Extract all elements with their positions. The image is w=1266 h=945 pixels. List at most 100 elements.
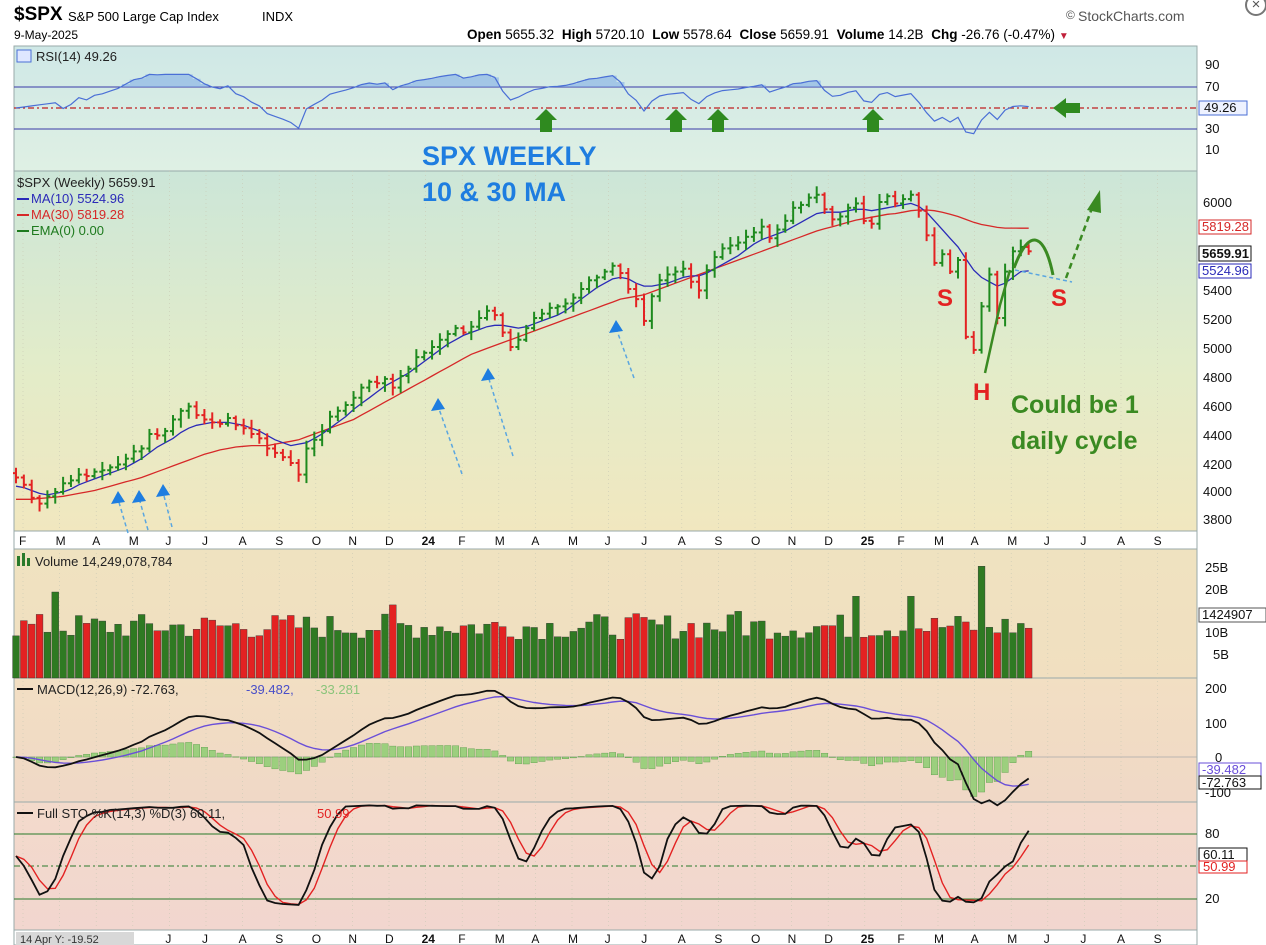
macd-hist-bar [915, 756, 923, 763]
rsi-line [15, 73, 1029, 135]
price-bar [860, 195, 867, 225]
volume-bar [59, 630, 67, 679]
volume-bar [640, 617, 648, 679]
volume-bar [255, 635, 263, 679]
macd-tag: -72.763 [1202, 775, 1246, 790]
volume-bar [137, 614, 146, 679]
macd-hist-bar [444, 745, 452, 758]
close-tag: 5659.91 [1202, 246, 1249, 261]
x-label-top: J [1044, 534, 1050, 548]
macd-hist-bar [1025, 751, 1033, 758]
volume-bar [930, 618, 939, 679]
price-bar [633, 283, 640, 308]
volume-bar [208, 619, 216, 679]
volume-legend-icon-2 [22, 553, 25, 566]
volume-bar [200, 617, 209, 679]
price-bar [892, 190, 899, 208]
macd-hist-bar [797, 750, 805, 758]
macd-level-neg100: -100 [1205, 785, 1231, 800]
macd-hist-bar [381, 743, 389, 758]
price-bar [743, 229, 750, 250]
price-bar [531, 311, 538, 331]
projection-arrowhead [1087, 190, 1101, 213]
rsi-level-30: 30 [1205, 121, 1219, 136]
macd-hist-bar [562, 756, 569, 759]
macd-hist-bar [962, 756, 970, 791]
volume-bar [397, 623, 405, 679]
ma30-line [16, 209, 1029, 500]
support-arrow [481, 368, 514, 457]
open-label: Open [467, 27, 502, 42]
volume-bar [663, 615, 672, 679]
annotation-right-shoulder: S [1051, 285, 1067, 312]
macd-hist-bar [852, 756, 860, 761]
macd-hist-bar [208, 750, 216, 758]
price-bar [193, 401, 200, 419]
x-label-top: 25 [861, 534, 875, 548]
close-window-icon[interactable]: × [1245, 0, 1266, 16]
x-label-top: J [1080, 534, 1086, 548]
volume-bar [789, 630, 797, 679]
volume-bar [962, 621, 970, 679]
volume-bar [499, 626, 507, 679]
macd-hist-bar [483, 749, 491, 758]
x-label-top: D [385, 534, 394, 548]
volume-bar [679, 631, 687, 679]
price-bar [554, 304, 561, 315]
macd-hist-bar [711, 756, 719, 760]
volume-bar [412, 637, 420, 679]
volume-bar [130, 620, 138, 679]
volume-bar [899, 630, 907, 679]
x-label-bottom: S [714, 932, 722, 945]
annotation-spx-weekly: SPX WEEKLY [422, 141, 597, 171]
macd-legend-hist: -33.281 [316, 682, 360, 697]
vol-level-10b: 10B [1205, 625, 1228, 640]
macd-hist-bar [436, 745, 444, 758]
macd-hist-bar [530, 756, 538, 763]
macd-hist-bar [491, 750, 499, 758]
volume-bar [868, 635, 876, 679]
price-bar [672, 266, 679, 283]
volume-bar [828, 625, 837, 679]
chart-annotations: SPX WEEKLY 10 & 30 MA S H S Could be 1 d… [422, 141, 1139, 455]
macd-hist-bar [358, 744, 365, 758]
price-bar [303, 440, 310, 484]
ma30-legend-text: MA(30) 5819.28 [31, 207, 124, 222]
price-bar [546, 302, 553, 319]
ohlc-row: Open 5655.32 High 5720.10 Low 5578.64 Cl… [467, 27, 1069, 42]
volume-bar [263, 629, 271, 679]
projection-dashed-up [1064, 199, 1097, 279]
volume-bar [514, 639, 523, 679]
macd-hist-bar [452, 745, 459, 758]
macd-hist-bar [986, 756, 993, 783]
macd-hist-bar [546, 756, 554, 761]
price-bar [366, 379, 373, 393]
ma30-tag: 5819.28 [1202, 219, 1249, 234]
macd-y-axis: 200 100 0 -100 -39.482 -72.763 [1202, 681, 1246, 800]
price-bar [852, 197, 859, 213]
macd-hist-bar [310, 756, 318, 767]
x-label-top: J [202, 534, 208, 548]
price-bar [154, 428, 161, 440]
volume-bar [491, 622, 499, 679]
price-bar [209, 412, 216, 429]
price-bar [350, 391, 357, 412]
macd-hist-bar [899, 756, 907, 762]
macd-hist-bar [836, 756, 844, 761]
macd-hist-bar [146, 745, 153, 758]
volume-bar [98, 620, 106, 679]
price-level-5000: 5000 [1203, 341, 1232, 356]
volume-bar [444, 631, 452, 679]
volume-bar [381, 613, 389, 679]
support-arrow [431, 398, 463, 475]
macd-signal-tag: -39.482 [1202, 762, 1246, 777]
macd-hist-bar [412, 745, 420, 758]
price-bar [656, 273, 663, 302]
macd-hist-bar [279, 756, 287, 771]
volume-bar [687, 623, 695, 679]
volume-bar [585, 621, 593, 679]
macd-hist-bar [954, 756, 962, 781]
price-bar [538, 308, 545, 321]
macd-hist-bar [554, 756, 562, 760]
rsi-level-90: 90 [1205, 57, 1219, 72]
